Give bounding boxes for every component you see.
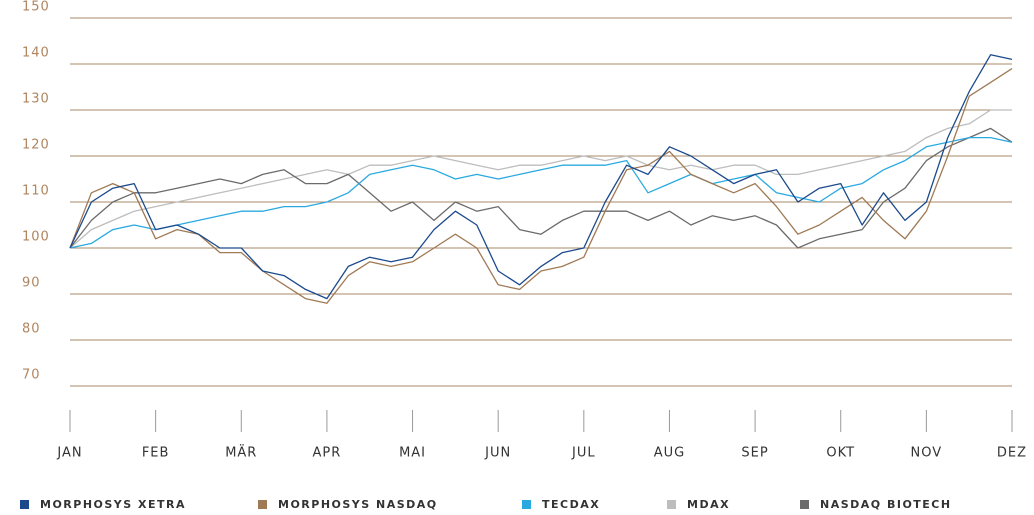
x-tick-label: FEB: [142, 446, 170, 461]
legend-swatch: [667, 500, 676, 509]
series-line: [69, 54, 1013, 300]
x-tick-label: MÄR: [225, 445, 257, 461]
series-line: [69, 68, 1013, 304]
x-tick-label: SEP: [741, 446, 768, 461]
x-tick-label: OKT: [826, 446, 855, 461]
legend-swatch: [522, 500, 531, 509]
x-tick-label: JUL: [571, 446, 596, 461]
y-tick-label: 80: [22, 322, 41, 337]
legend-swatch: [800, 500, 809, 509]
legend-label: NASDAQ BIOTECH: [820, 498, 952, 511]
y-tick-label: 130: [22, 92, 50, 107]
legend-label: TECDAX: [542, 498, 600, 511]
y-tick-label: 110: [22, 184, 50, 199]
x-tick-label: APR: [313, 446, 342, 461]
y-tick-label: 150: [22, 0, 50, 15]
series-line: [69, 136, 1013, 249]
x-tick-label: DEZ: [997, 446, 1027, 461]
x-tick-label: AUG: [654, 446, 685, 461]
legend-label: MORPHOSYS NASDAQ: [278, 498, 438, 511]
legend-label: MORPHOSYS XETRA: [40, 498, 186, 511]
x-tick-label: NOV: [911, 446, 943, 461]
y-tick-label: 100: [22, 230, 50, 245]
y-tick-label: 70: [22, 368, 41, 383]
y-tick-label: 90: [22, 276, 41, 291]
series-line: [69, 127, 1013, 249]
legend-label: MDAX: [687, 498, 730, 511]
legend-swatch: [258, 500, 267, 509]
y-tick-label: 120: [22, 138, 50, 153]
legend-swatch: [20, 500, 29, 509]
y-tick-label: 140: [22, 46, 50, 61]
x-tick-label: JAN: [56, 446, 82, 461]
series-line: [69, 109, 1012, 249]
x-tick-label: MAI: [399, 446, 426, 461]
x-tick-label: JUN: [484, 446, 511, 461]
